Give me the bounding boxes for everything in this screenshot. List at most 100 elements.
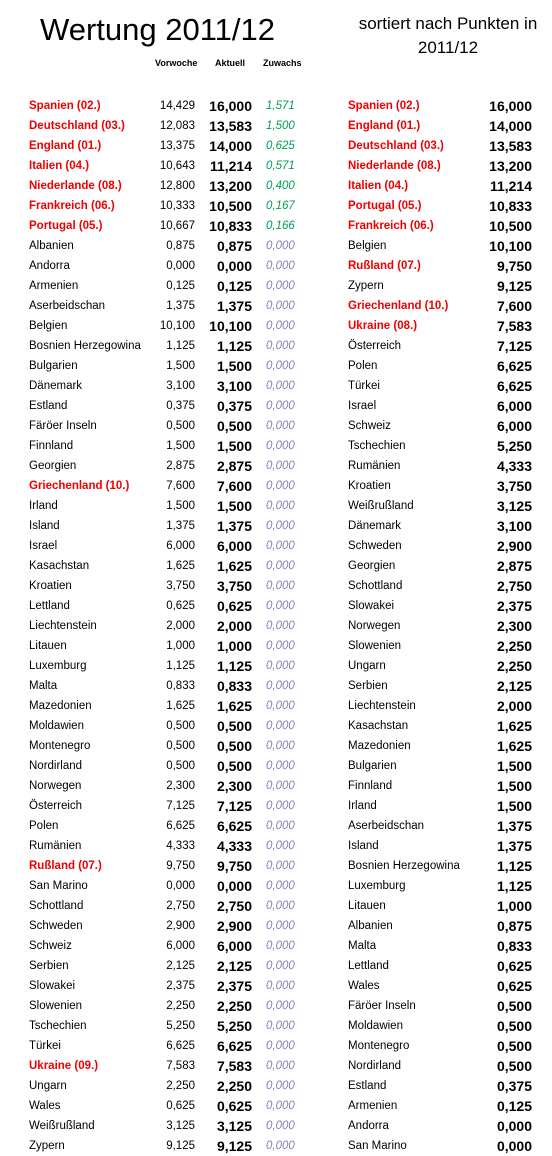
current-value: 14,000: [209, 138, 252, 154]
current-value: 7,600: [216, 478, 252, 494]
gain-value: 0,000: [266, 340, 295, 352]
previous-week-value: 7,125: [166, 800, 195, 812]
gain-value: 1,571: [266, 100, 295, 112]
sorted-points-value: 10,100: [489, 238, 532, 254]
current-value: 6,000: [216, 538, 252, 554]
current-value: 13,200: [209, 178, 252, 194]
gain-value: 0,000: [266, 880, 295, 892]
previous-week-value: 0,625: [166, 600, 195, 612]
table-row: Spanien (02.) 14,429 16,000 1,571 Spanien (0…: [0, 96, 552, 116]
current-value: 13,583: [209, 118, 252, 134]
current-value: 10,833: [209, 218, 252, 234]
previous-week-value: 1,000: [166, 640, 195, 652]
sorted-points-value: 2,250: [496, 638, 532, 654]
country-name: Bosnien Herzegowina: [29, 340, 141, 352]
sorted-country-name: Zypern: [348, 280, 384, 292]
current-value: 0,500: [216, 718, 252, 734]
sorted-country-name: San Marino: [348, 1140, 407, 1152]
sorted-country-name: Island: [348, 840, 379, 852]
current-value: 3,100: [216, 378, 252, 394]
sorted-country-name: Nordirland: [348, 1060, 402, 1072]
previous-week-value: 6,000: [166, 940, 195, 952]
previous-week-value: 1,625: [166, 560, 195, 572]
sorted-points-value: 0,625: [496, 958, 532, 974]
previous-week-value: 6,000: [166, 540, 195, 552]
previous-week-value: 10,643: [159, 160, 195, 172]
previous-week-value: 12,800: [159, 180, 195, 192]
table-row: Nordirland 0,500 0,500 0,000 Bulgarien 1,500: [0, 756, 552, 776]
current-value: 0,375: [216, 398, 252, 414]
current-value: 2,300: [216, 778, 252, 794]
previous-week-value: 2,900: [166, 920, 195, 932]
table-row: Malta 0,833 0,833 0,000 Serbien 2,125: [0, 676, 552, 696]
sorted-country-name: Litauen: [348, 900, 386, 912]
previous-week-value: 10,667: [159, 220, 195, 232]
country-name: Kroatien: [29, 580, 72, 592]
table-row: Portugal (05.) 10,667 10,833 0,166 Frankreic…: [0, 216, 552, 236]
sorted-points-value: 4,333: [496, 458, 532, 474]
gain-value: 0,000: [266, 400, 295, 412]
country-name: Litauen: [29, 640, 67, 652]
country-name: Frankreich (06.): [29, 200, 115, 212]
gain-value: 0,000: [266, 360, 295, 372]
sorted-country-name: Niederlande (08.): [348, 160, 441, 172]
table-row: England (01.) 13,375 14,000 0,625 Deutschlan…: [0, 136, 552, 156]
table-row: Litauen 1,000 1,000 0,000 Slowenien 2,250: [0, 636, 552, 656]
sorted-points-value: 9,750: [496, 258, 532, 274]
current-value: 9,750: [216, 858, 252, 874]
country-name: Weißrußland: [29, 1120, 95, 1132]
previous-week-value: 0,500: [166, 420, 195, 432]
gain-value: 0,000: [266, 240, 295, 252]
sorted-points-value: 1,125: [496, 858, 532, 874]
current-value: 9,125: [216, 1138, 252, 1154]
sorted-country-name: Israel: [348, 400, 377, 412]
table-row: Estland 0,375 0,375 0,000 Israel 6,000: [0, 396, 552, 416]
table-row: Rumänien 4,333 4,333 0,000 Island 1,375: [0, 836, 552, 856]
gain-value: 0,000: [266, 980, 295, 992]
table-row: Schweiz 6,000 6,000 0,000 Malta 0,833: [0, 936, 552, 956]
country-name: Rußland (07.): [29, 860, 102, 872]
sorted-points-value: 2,000: [496, 698, 532, 714]
sorted-points-value: 3,125: [496, 498, 532, 514]
table-row: Mazedonien 1,625 1,625 0,000 Liechtenstein 2,…: [0, 696, 552, 716]
country-name: Israel: [29, 540, 58, 552]
country-name: Luxemburg: [29, 660, 87, 672]
header-vorwoche: Vorwoche: [155, 58, 198, 68]
current-value: 6,000: [216, 938, 252, 954]
table-row: Dänemark 3,100 3,100 0,000 Türkei 6,625: [0, 376, 552, 396]
table-row: Andorra 0,000 0,000 0,000 Rußland (07.) 9,750: [0, 256, 552, 276]
previous-week-value: 0,000: [166, 260, 195, 272]
country-name: Ukraine (09.): [29, 1060, 99, 1072]
sorted-points-value: 14,000: [489, 118, 532, 134]
previous-week-value: 0,875: [166, 240, 195, 252]
sorted-points-value: 16,000: [489, 98, 532, 114]
current-value: 2,250: [216, 1078, 252, 1094]
country-name: Färöer Inseln: [29, 420, 97, 432]
gain-value: 0,167: [266, 200, 295, 212]
sorted-country-name: Färöer Inseln: [348, 1000, 416, 1012]
current-value: 2,125: [216, 958, 252, 974]
previous-week-value: 6,625: [166, 1040, 195, 1052]
country-name: Spanien (02.): [29, 100, 101, 112]
gain-value: 0,166: [266, 220, 295, 232]
table-row: Slowakei 2,375 2,375 0,000 Wales 0,625: [0, 976, 552, 996]
sorted-points-value: 0,875: [496, 918, 532, 934]
current-value: 0,500: [216, 758, 252, 774]
gain-value: 0,000: [266, 600, 295, 612]
page-subtitle: sortiert nach Punkten in 2011/12: [358, 14, 538, 57]
sorted-country-name: Ukraine (08.): [348, 320, 418, 332]
previous-week-value: 2,300: [166, 780, 195, 792]
previous-week-value: 7,583: [166, 1060, 195, 1072]
table-row: Bulgarien 1,500 1,500 0,000 Polen 6,625: [0, 356, 552, 376]
table-row: Finnland 1,500 1,500 0,000 Tschechien 5,250: [0, 436, 552, 456]
country-name: Andorra: [29, 260, 70, 272]
current-value: 5,250: [216, 1018, 252, 1034]
sorted-country-name: Bosnien Herzegowina: [348, 860, 460, 872]
previous-week-value: 3,125: [166, 1120, 195, 1132]
country-name: Tschechien: [29, 1020, 87, 1032]
table-row: Moldawien 0,500 0,500 0,000 Kasachstan 1,625: [0, 716, 552, 736]
country-name: Slowakei: [29, 980, 76, 992]
previous-week-value: 7,600: [166, 480, 195, 492]
table-row: Bosnien Herzegowina 1,125 1,125 0,000 Österr…: [0, 336, 552, 356]
current-value: 10,100: [209, 318, 252, 334]
